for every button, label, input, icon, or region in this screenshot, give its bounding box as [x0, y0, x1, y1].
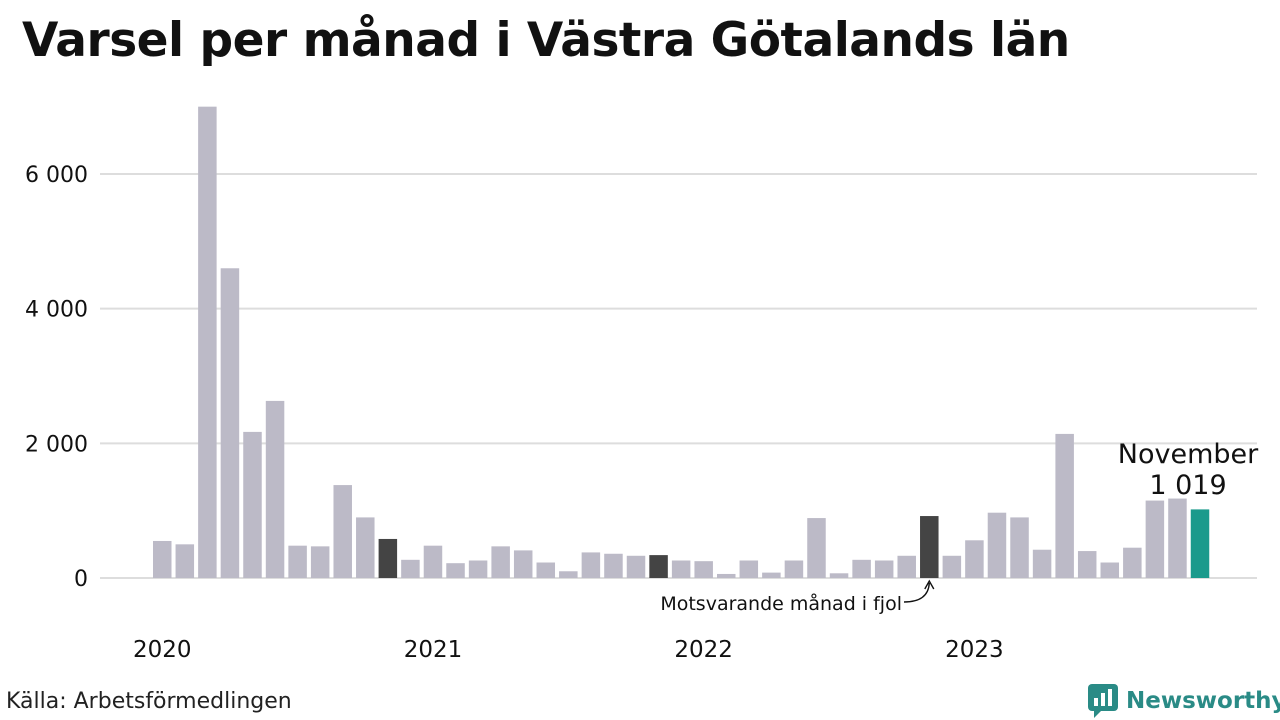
current-value-label: 1 019 [1149, 470, 1226, 501]
y-tick-label: 0 [74, 567, 88, 592]
bar-2023-10 [1168, 498, 1187, 578]
y-tick-label: 2 000 [25, 432, 88, 457]
bar-2022-02 [717, 573, 736, 578]
bar-2020-03 [198, 106, 217, 579]
x-tick-label: 2021 [404, 637, 463, 663]
bar-2023-01 [965, 540, 984, 578]
bar-2023-08 [1123, 547, 1142, 578]
bar-2021-01 [423, 545, 443, 578]
bar-2022-03 [739, 560, 759, 578]
x-tick-label: 2022 [674, 637, 733, 663]
bar-2023-09 [1145, 500, 1165, 578]
bar-2020-12 [401, 559, 420, 578]
bar-2022-12 [942, 555, 962, 578]
brand-logo: Newsworthy [1088, 684, 1280, 718]
bar-2023-11 [1190, 509, 1210, 578]
bar-2021-07 [559, 571, 578, 578]
bar-2020-01 [153, 540, 172, 578]
bar-2020-07 [288, 545, 307, 578]
source-text: Källa: Arbetsförmedlingen [6, 689, 292, 714]
bar-2020-02 [175, 544, 195, 578]
x-tick-label: 2020 [133, 637, 192, 663]
current-month-label: November [1118, 439, 1259, 470]
bar-2020-08 [310, 546, 330, 578]
bar-2023-04 [1032, 549, 1052, 578]
bar-2021-10 [626, 555, 646, 578]
bar-2021-04 [491, 546, 510, 578]
bar-2021-06 [536, 562, 556, 578]
bar-2020-04 [220, 268, 240, 578]
bar-2021-09 [604, 553, 623, 578]
bar-2023-07 [1100, 562, 1120, 578]
last-year-arrow [903, 582, 930, 603]
bar-2021-12 [671, 560, 691, 578]
bar-2022-11 [920, 516, 939, 578]
bar-2023-02 [987, 512, 1007, 578]
bar-2022-09 [874, 560, 894, 578]
bar-2022-08 [852, 559, 871, 578]
bar-2020-09 [333, 485, 352, 578]
bar-2022-07 [829, 573, 849, 578]
bar-2023-05 [1055, 433, 1074, 578]
bar-2023-06 [1077, 551, 1097, 578]
bar-2020-06 [265, 400, 285, 578]
y-tick-label: 4 000 [25, 298, 88, 323]
bar-2021-03 [468, 560, 488, 578]
bar-2021-02 [446, 563, 465, 578]
bar-2020-05 [243, 431, 262, 578]
bar-2022-04 [762, 572, 781, 578]
last-year-arrowhead [924, 579, 935, 590]
bar-2020-11 [378, 538, 398, 578]
bar-2022-01 [694, 561, 713, 578]
last-year-label: Motsvarande månad i fjol [660, 592, 902, 615]
bar-2022-06 [807, 518, 826, 578]
bar-2022-10 [897, 555, 916, 578]
bar-2021-11 [649, 555, 668, 578]
bar-2021-08 [581, 552, 601, 578]
bar-2021-05 [513, 550, 533, 578]
chart-title: Varsel per månad i Västra Götalands län [22, 13, 1070, 68]
brand-name: Newsworthy [1126, 688, 1280, 714]
bar-2023-03 [1010, 517, 1029, 578]
bar-2020-10 [356, 517, 375, 578]
y-tick-label: 6 000 [25, 163, 88, 188]
bar-2022-05 [784, 560, 804, 578]
newsworthy-chart-bubble-icon [1088, 684, 1118, 718]
x-tick-label: 2023 [945, 637, 1004, 663]
